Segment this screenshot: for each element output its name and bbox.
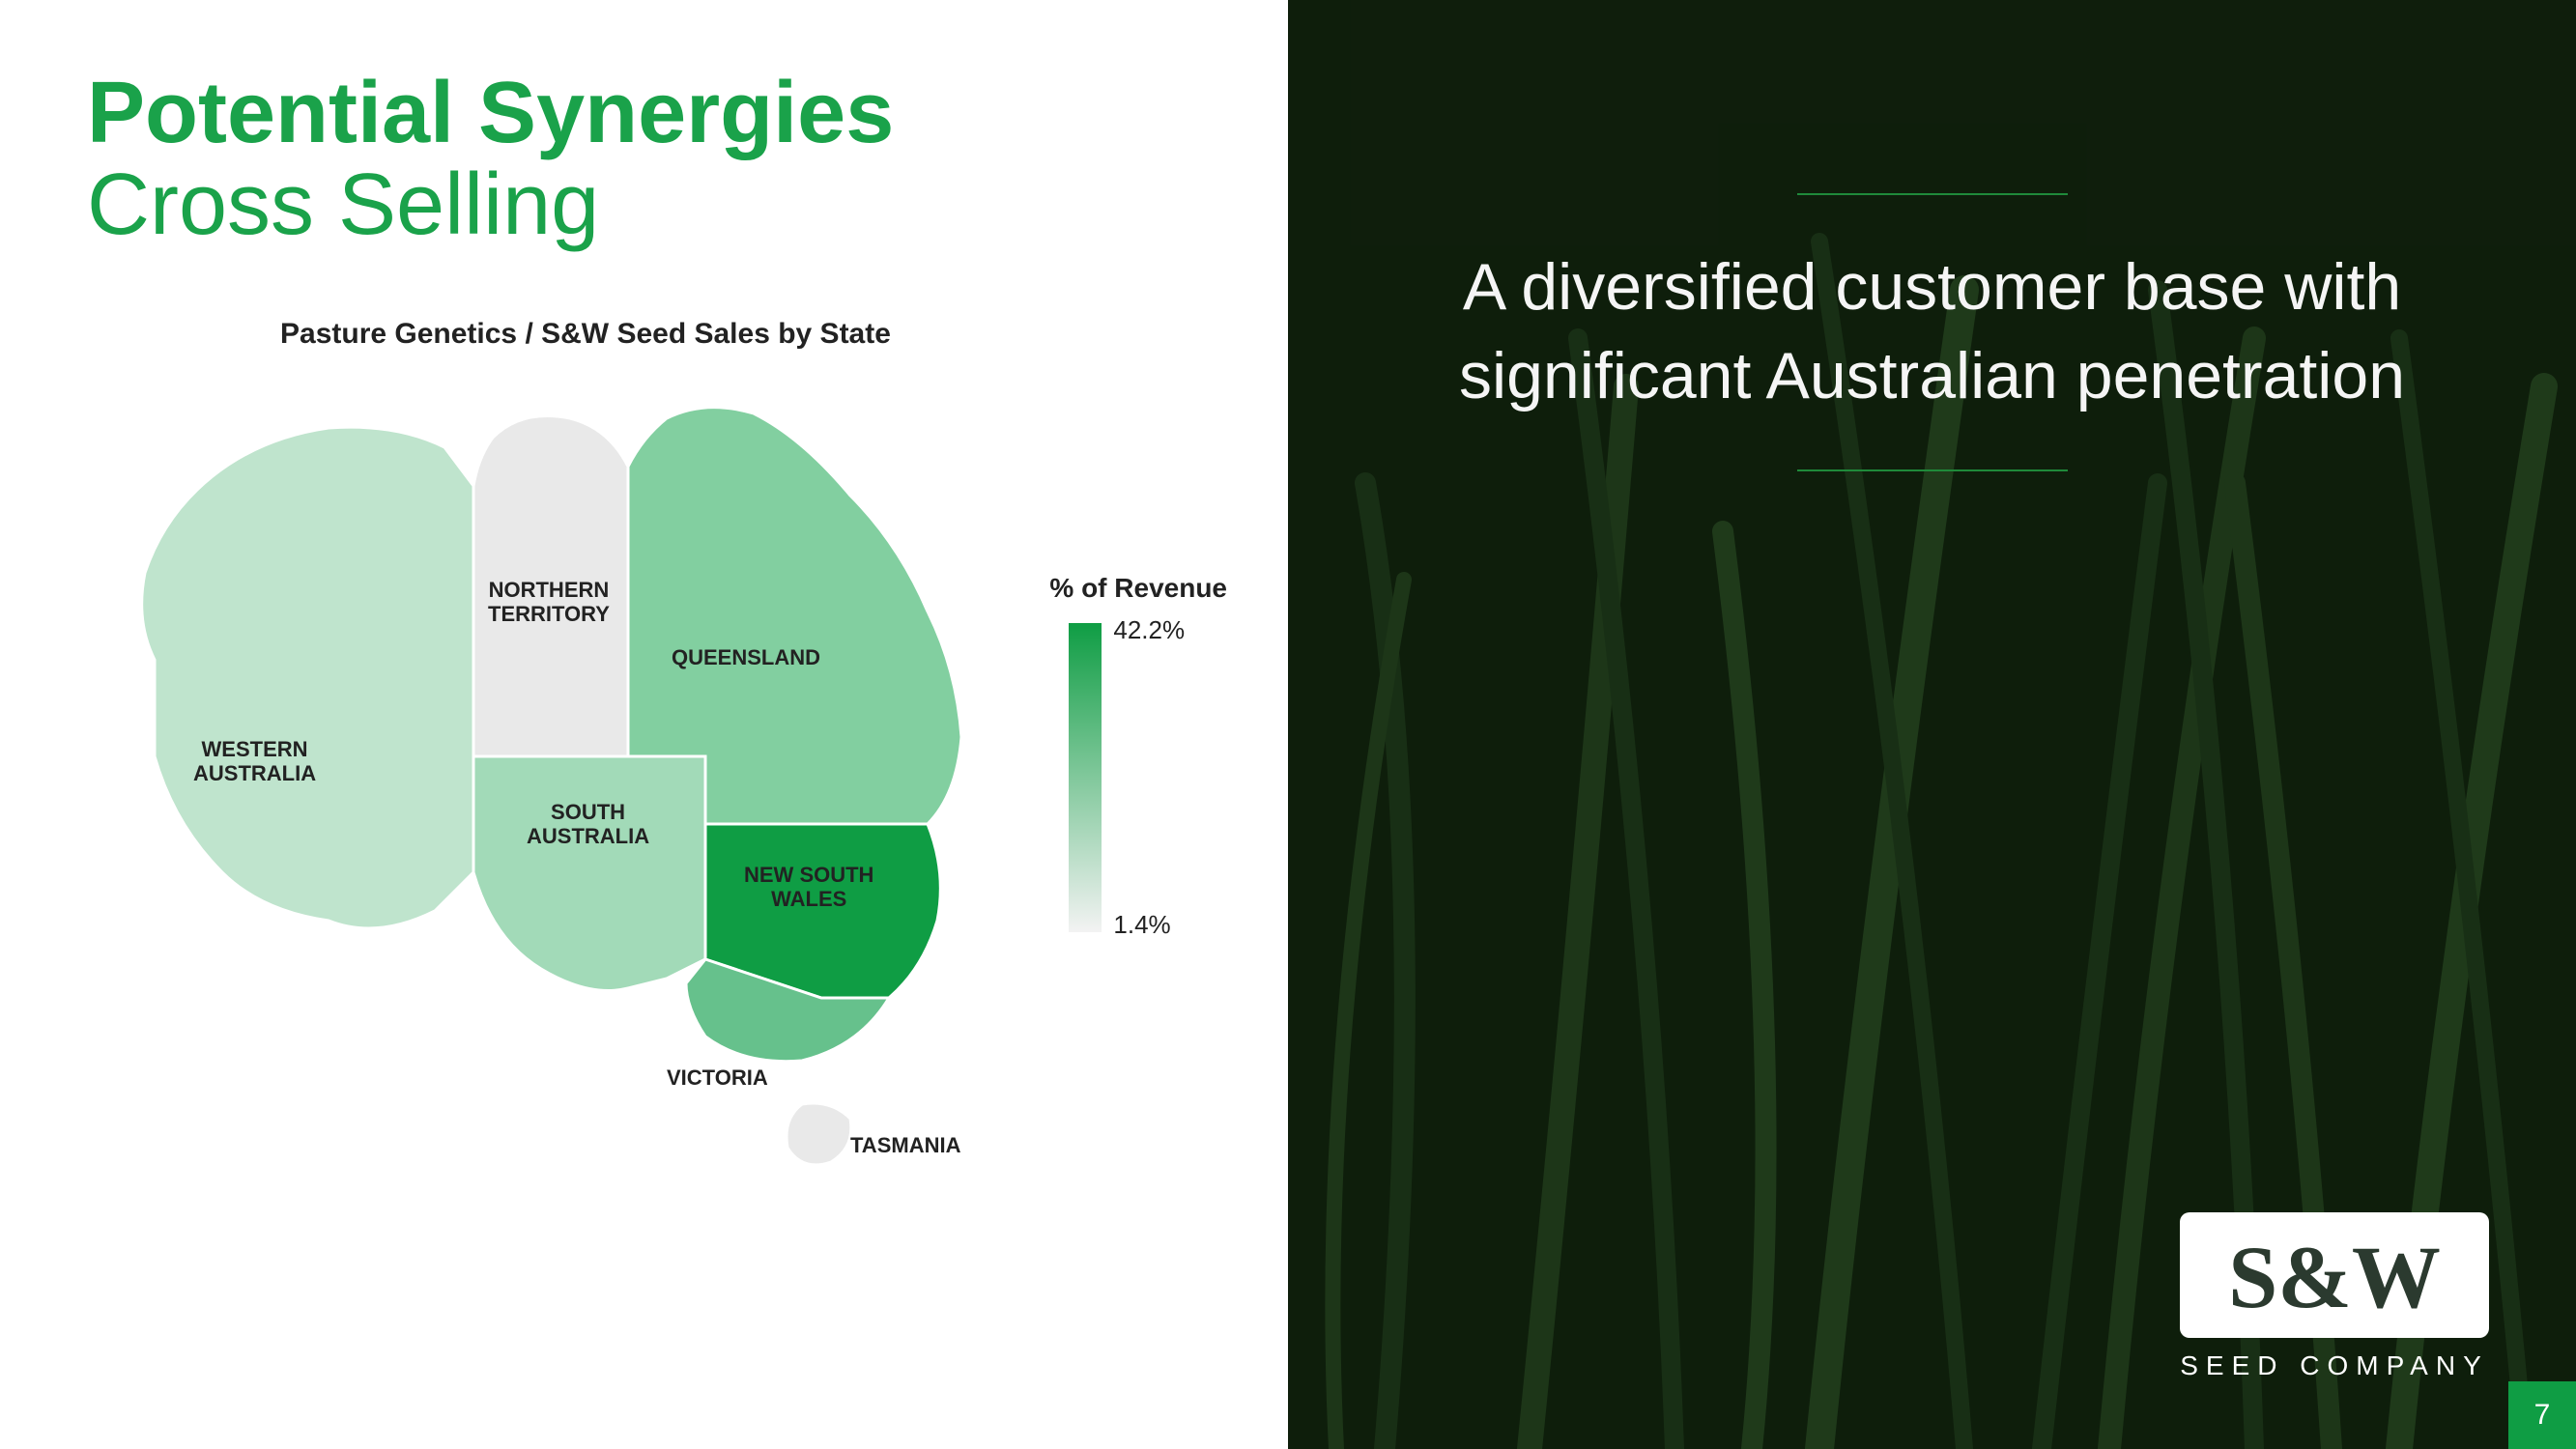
legend-title: % of Revenue (1049, 573, 1227, 604)
label-tas: TASMANIA (850, 1133, 960, 1157)
slide-title: Potential Synergies Cross Selling (87, 68, 1230, 250)
state-tas (787, 1103, 851, 1165)
rule-top (1797, 193, 2068, 195)
label-vic: VICTORIA (667, 1065, 768, 1090)
legend-bar: 42.2% 1.4% (1069, 623, 1102, 932)
rule-bottom (1797, 469, 2068, 471)
brand-logo: S&W SEED COMPANY (2180, 1212, 2489, 1391)
label-sa: SOUTHAUSTRALIA (527, 800, 649, 849)
state-wa (142, 427, 473, 928)
page-number-tab: 7 (2508, 1381, 2576, 1449)
callout: A diversified customer base with signifi… (1288, 193, 2576, 471)
legend: % of Revenue 42.2% 1.4% (1049, 573, 1227, 932)
slide: Potential Synergies Cross Selling Pastur… (0, 0, 2576, 1449)
logo-brand-top: S&W (2228, 1228, 2441, 1326)
label-nt: NORTHERNTERRITORY (488, 578, 610, 627)
state-sa (473, 756, 705, 991)
australia-map: WESTERNAUSTRALIA NORTHERNTERRITORY QUEEN… (87, 370, 1227, 1288)
page-number: 7 (2534, 1399, 2551, 1432)
logo-brand-bottom: SEED COMPANY (2180, 1350, 2489, 1380)
label-nsw: NEW SOUTHWALES (744, 863, 873, 912)
label-wa: WESTERNAUSTRALIA (193, 737, 316, 786)
legend-gradient (1069, 623, 1102, 932)
legend-min: 1.4% (1113, 910, 1170, 940)
chart-title: Pasture Genetics / S&W Seed Sales by Sta… (280, 318, 1230, 351)
right-panel: A diversified customer base with signifi… (1288, 0, 2576, 1449)
title-line2: Cross Selling (87, 159, 1230, 251)
callout-text: A diversified customer base with signifi… (1404, 243, 2460, 421)
title-line1: Potential Synergies (87, 68, 1230, 159)
left-panel: Potential Synergies Cross Selling Pastur… (0, 0, 1288, 1449)
legend-max: 42.2% (1113, 615, 1185, 645)
label-qld: QUEENSLAND (672, 645, 820, 669)
